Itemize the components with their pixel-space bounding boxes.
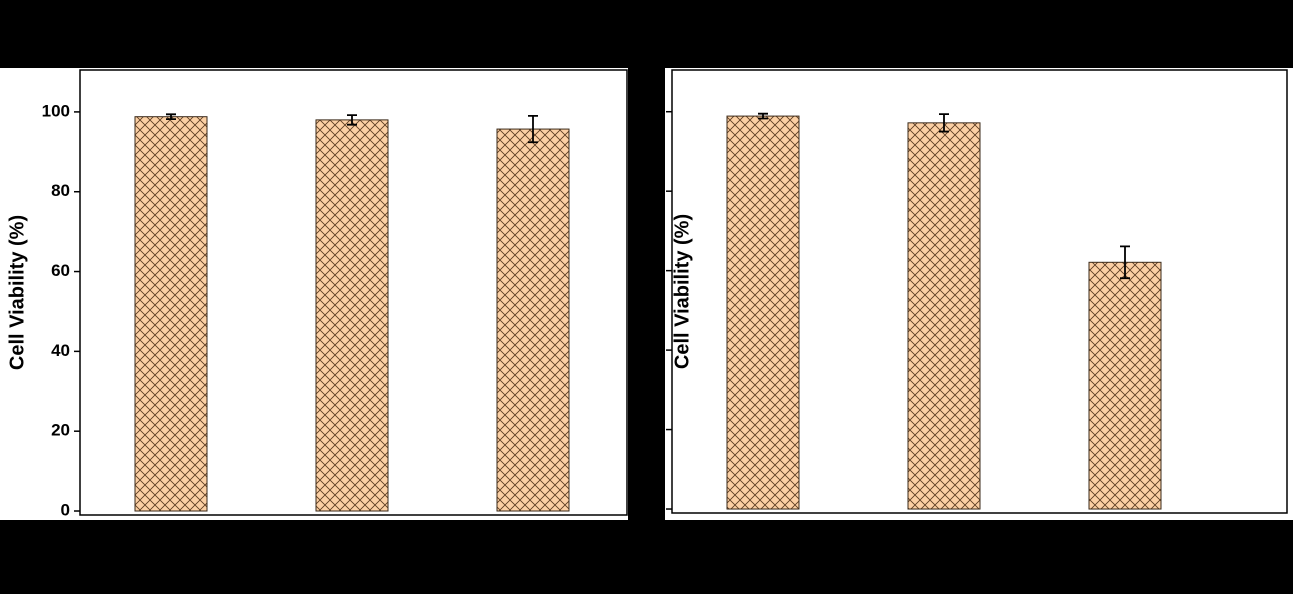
y-tick-label: 20	[643, 419, 662, 438]
bar	[496, 128, 570, 512]
y-tick-label: 0	[61, 500, 70, 519]
y-tick-label: 100	[634, 101, 662, 120]
y-tick-label: 100	[42, 101, 70, 120]
y-tick-label: 80	[51, 181, 70, 200]
y-tick-label: 20	[51, 421, 70, 440]
y-tick-label: 40	[51, 341, 70, 360]
error-bar	[758, 112, 768, 120]
error-bar	[347, 114, 357, 126]
error-bar	[528, 114, 538, 144]
bar	[1088, 261, 1162, 510]
error-bar	[166, 113, 176, 120]
y-tick-label: 0	[653, 499, 662, 518]
bar	[315, 119, 389, 512]
y-axis-label: Cell Viability (%)	[671, 214, 693, 369]
bar	[907, 122, 981, 510]
error-bar	[1120, 245, 1130, 280]
y-tick-label: 60	[51, 261, 70, 280]
y-tick-label: 80	[643, 181, 662, 200]
bar	[726, 115, 800, 510]
plot-frame	[671, 69, 1288, 514]
error-bar	[939, 113, 949, 133]
y-axis-label: Cell Viability (%)	[6, 215, 28, 370]
y-tick-label: 40	[643, 340, 662, 359]
plot-frame	[79, 69, 628, 516]
y-tick-label: 60	[643, 260, 662, 279]
bar	[134, 116, 208, 512]
